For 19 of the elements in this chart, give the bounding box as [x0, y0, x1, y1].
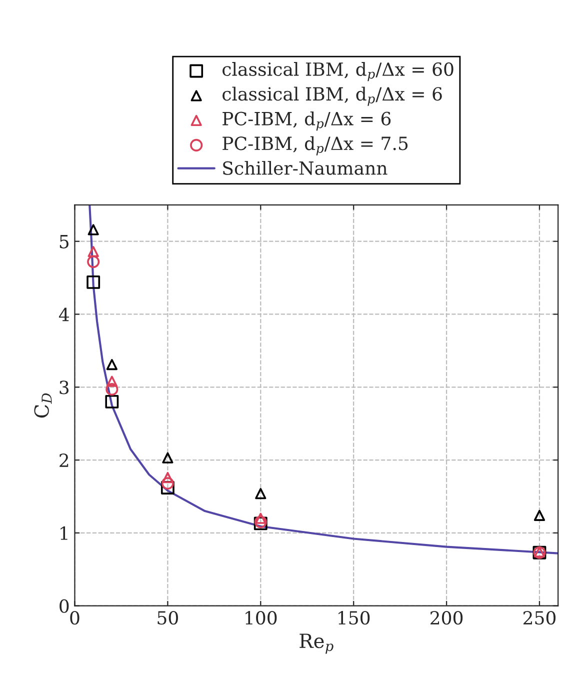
- x-tick-label: 50: [158, 611, 178, 625]
- y-tick-label: 2: [60, 453, 68, 467]
- legend-label: PC-IBM, d$_{p}$/Δx = 6: [222, 111, 391, 131]
- y-tick-label: 3: [60, 380, 69, 394]
- y-tick-label: 0: [60, 599, 69, 613]
- x-tick-label: 250: [523, 611, 556, 625]
- legend-label: classical IBM, d$_{p}$/Δx = 60: [222, 62, 454, 82]
- x-tick-label: 150: [338, 611, 370, 625]
- legend-label: PC-IBM, d$_{p}$/Δx = 7.5: [222, 136, 408, 156]
- x-tick-label: 100: [246, 611, 277, 625]
- x-tick-label: 200: [430, 611, 463, 625]
- y-tick-label: 4: [58, 308, 69, 322]
- legend-label: classical IBM, d$_{p}$/Δx = 6: [222, 86, 442, 106]
- y-tick-label: 5: [60, 235, 68, 248]
- y-axis-title: C$_{D}$: [34, 393, 52, 418]
- y-tick-label: 1: [60, 526, 68, 540]
- x-tick-label: 0: [70, 611, 80, 625]
- x-axis-title: Re$_{p}$: [300, 634, 334, 654]
- legend-label: Schiller-Naumann: [223, 160, 388, 175]
